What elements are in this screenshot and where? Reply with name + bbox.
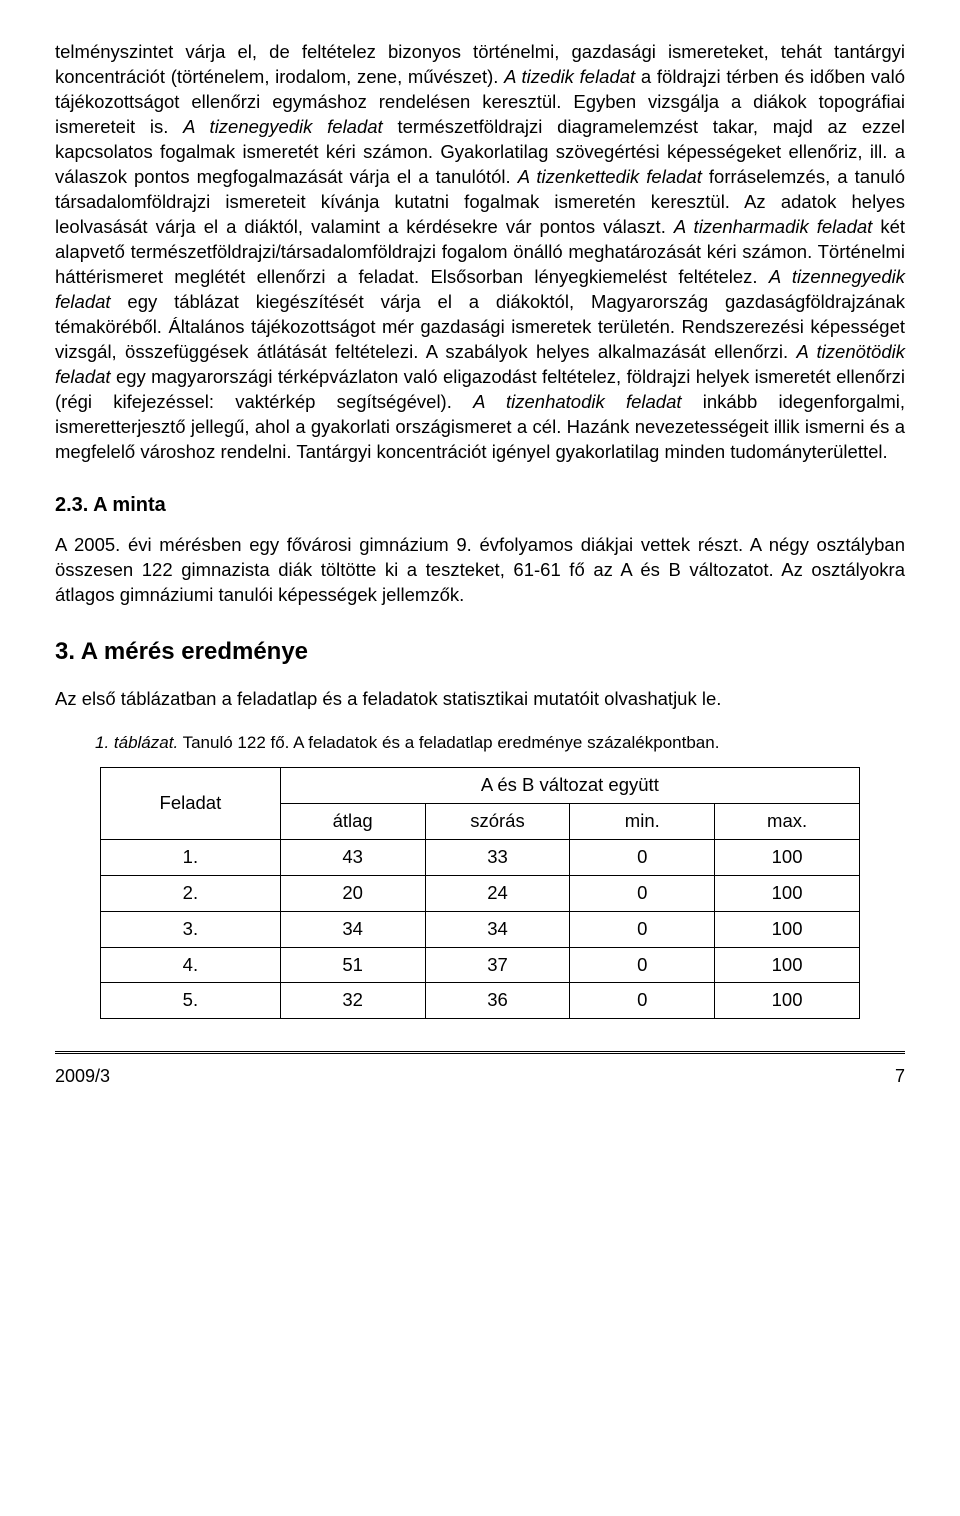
table-row: 5. 32 36 0 100 — [101, 983, 860, 1019]
table-caption: 1. táblázat. Tanuló 122 fő. A feladatok … — [55, 732, 905, 755]
table-row: 1. 43 33 0 100 — [101, 839, 860, 875]
cell-n: 1. — [101, 839, 281, 875]
table-row: 4. 51 37 0 100 — [101, 947, 860, 983]
footer-left: 2009/3 — [55, 1064, 110, 1088]
subheader-max: max. — [715, 803, 860, 839]
cell-min: 0 — [570, 839, 715, 875]
cell-szoras: 33 — [425, 839, 570, 875]
cell-max: 100 — [715, 839, 860, 875]
header-feladat: Feladat — [101, 767, 281, 839]
header-group: A és B változat együtt — [280, 767, 859, 803]
page-footer: 2009/3 7 — [55, 1051, 905, 1088]
text-run: Az — [55, 688, 82, 709]
text-run: egy táblázat kiegészítését várja el a di… — [55, 291, 905, 362]
italic-run: A tizenhatodik feladat — [473, 391, 681, 412]
footer-right: 7 — [895, 1064, 905, 1088]
section-3-heading: 3. A mérés eredménye — [55, 636, 905, 668]
italic-run: A tizenharmadik feladat — [674, 216, 872, 237]
section-3-intro: Az első táblázatban a feladatlap és a fe… — [55, 687, 905, 712]
cell-szoras: 24 — [425, 875, 570, 911]
subheader-atlag: átlag — [280, 803, 425, 839]
cell-max: 100 — [715, 875, 860, 911]
results-table: Feladat A és B változat együtt átlag szó… — [100, 767, 860, 1020]
cell-atlag: 43 — [280, 839, 425, 875]
section-2-3-text: A 2005. évi mérésben egy fővárosi gimnáz… — [55, 533, 905, 608]
cell-min: 0 — [570, 983, 715, 1019]
italic-run: A tizedik feladat — [504, 66, 635, 87]
cell-min: 0 — [570, 911, 715, 947]
cell-max: 100 — [715, 911, 860, 947]
italic-run: A tizenegyedik feladat — [183, 116, 383, 137]
section-2-3-heading: 2.3. A minta — [55, 492, 905, 519]
cell-atlag: 32 — [280, 983, 425, 1019]
text-run: ban a feladatlap és a feladatok statiszt… — [186, 688, 722, 709]
table-header-row-1: Feladat A és B változat együtt — [101, 767, 860, 803]
subheader-min: min. — [570, 803, 715, 839]
cell-atlag: 51 — [280, 947, 425, 983]
caption-number: 1. táblázat. — [95, 733, 178, 752]
cell-atlag: 20 — [280, 875, 425, 911]
subheader-szoras: szórás — [425, 803, 570, 839]
cell-n: 2. — [101, 875, 281, 911]
cell-max: 100 — [715, 947, 860, 983]
cell-atlag: 34 — [280, 911, 425, 947]
table-row: 3. 34 34 0 100 — [101, 911, 860, 947]
cell-n: 3. — [101, 911, 281, 947]
italic-run: első táblázat — [82, 688, 186, 709]
cell-min: 0 — [570, 875, 715, 911]
body-paragraph-1: telményszintet várja el, de feltételez b… — [55, 40, 905, 464]
cell-n: 4. — [101, 947, 281, 983]
cell-szoras: 36 — [425, 983, 570, 1019]
cell-min: 0 — [570, 947, 715, 983]
cell-n: 5. — [101, 983, 281, 1019]
cell-max: 100 — [715, 983, 860, 1019]
cell-szoras: 34 — [425, 911, 570, 947]
cell-szoras: 37 — [425, 947, 570, 983]
table-row: 2. 20 24 0 100 — [101, 875, 860, 911]
caption-text: Tanuló 122 fő. A feladatok és a feladatl… — [178, 733, 719, 752]
italic-run: A tizenkettedik feladat — [518, 166, 702, 187]
